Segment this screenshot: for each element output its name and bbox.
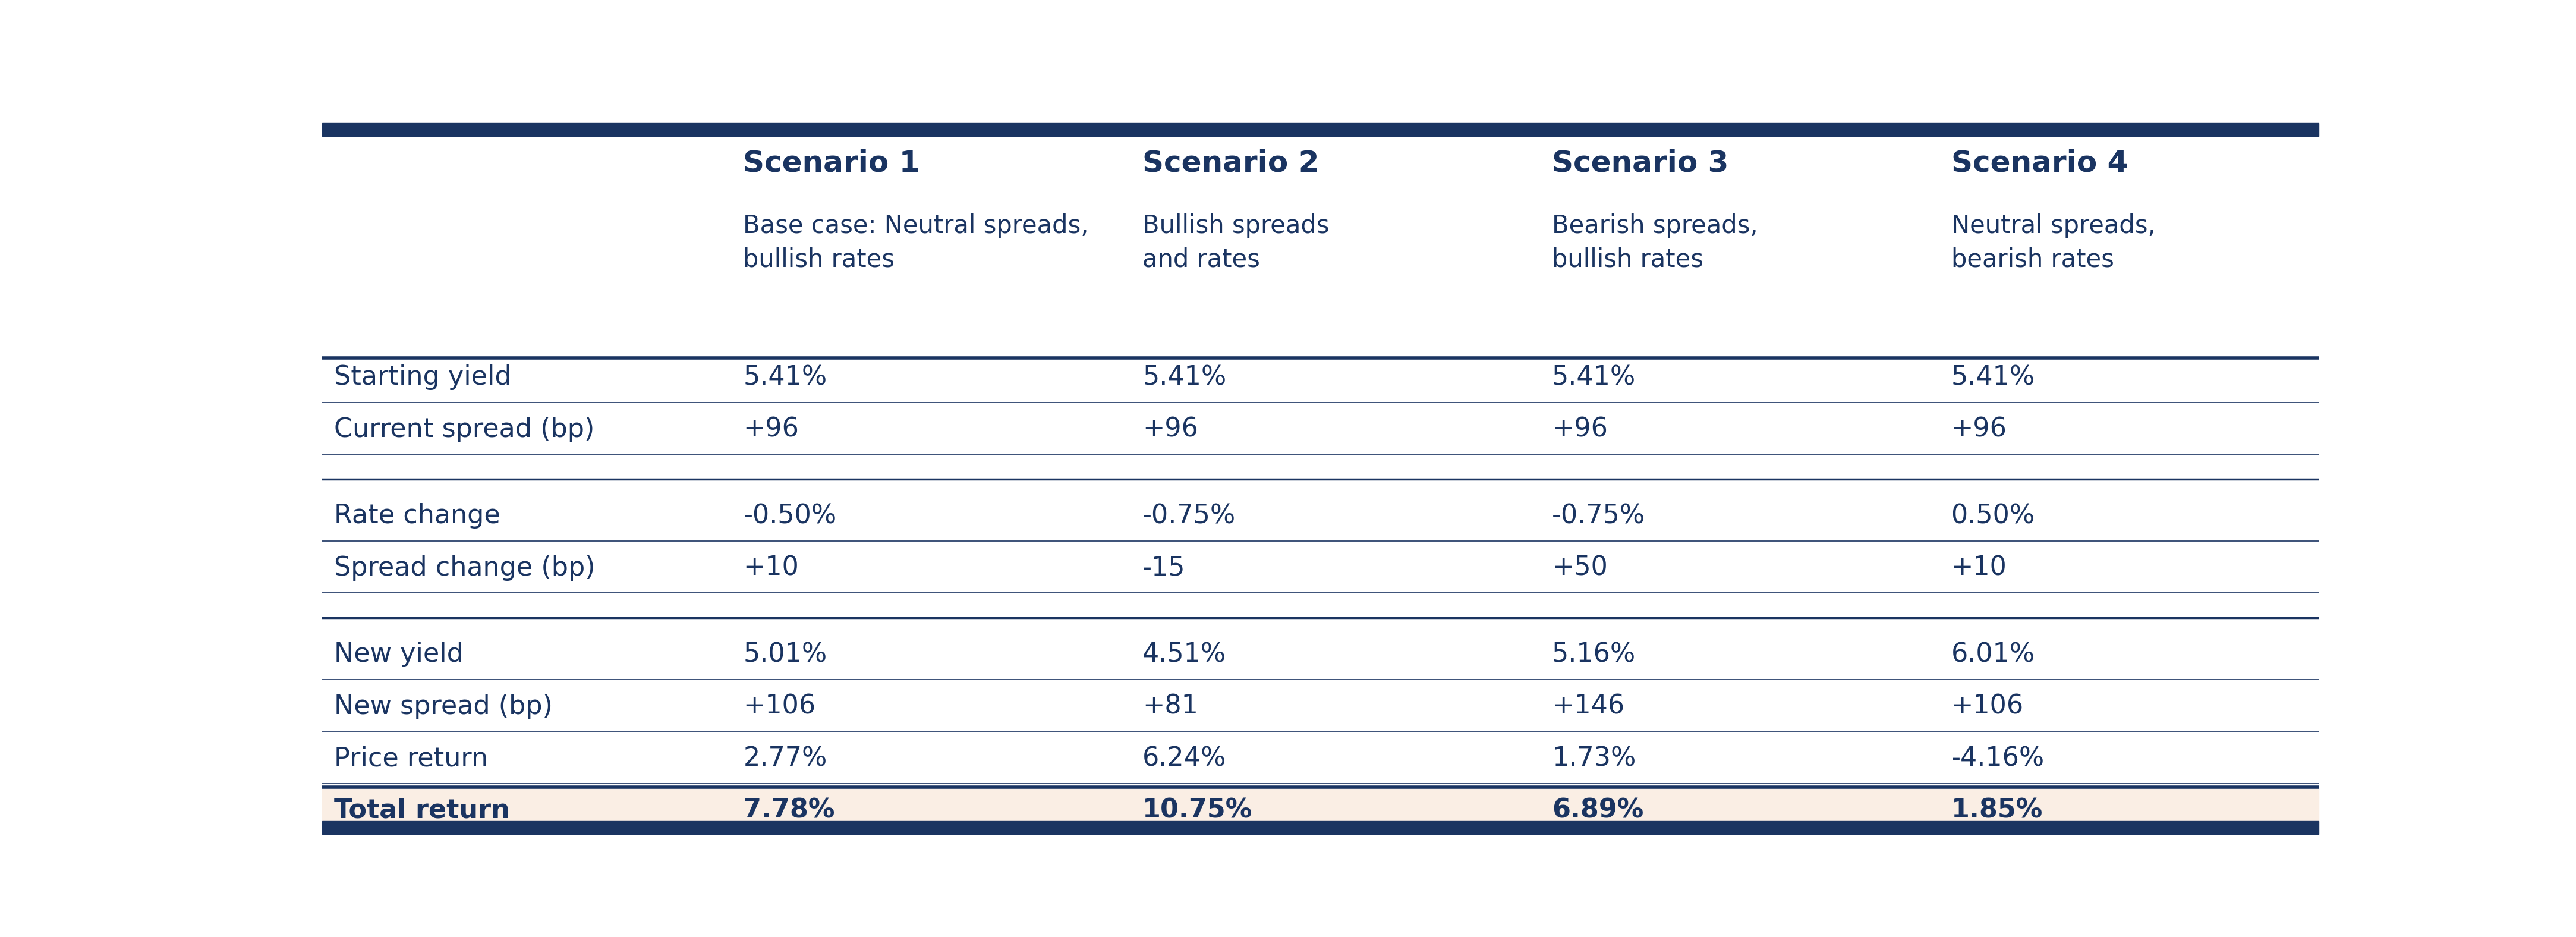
Bar	[322, 821, 2318, 834]
Text: -4.16%: -4.16%	[1950, 746, 2045, 771]
Text: 4.51%: 4.51%	[1144, 642, 1226, 667]
Text: 5.41%: 5.41%	[744, 364, 827, 391]
Text: +106: +106	[744, 693, 817, 720]
Text: 6.01%: 6.01%	[1950, 642, 2035, 667]
Text: +146: +146	[1551, 693, 1625, 720]
Text: Bullish spreads
and rates: Bullish spreads and rates	[1144, 214, 1329, 273]
Text: +96: +96	[744, 417, 799, 442]
Text: 5.01%: 5.01%	[744, 642, 827, 667]
Text: -0.75%: -0.75%	[1551, 503, 1646, 528]
Text: 1.85%: 1.85%	[1950, 797, 2043, 824]
Text: Scenario 4: Scenario 4	[1950, 149, 2128, 177]
Text: Current spread (bp): Current spread (bp)	[335, 417, 595, 442]
Text: 0.50%: 0.50%	[1950, 503, 2035, 528]
Text: +96: +96	[1950, 417, 2007, 442]
Text: +96: +96	[1551, 417, 1607, 442]
Text: 5.41%: 5.41%	[1551, 364, 1636, 391]
Text: 5.41%: 5.41%	[1950, 364, 2035, 391]
Text: -15: -15	[1144, 556, 1185, 581]
Text: +81: +81	[1144, 693, 1198, 720]
Text: New yield: New yield	[335, 642, 464, 667]
Text: Price return: Price return	[335, 746, 487, 771]
Text: +106: +106	[1950, 693, 2025, 720]
Text: 10.75%: 10.75%	[1144, 797, 1252, 824]
Text: +96: +96	[1144, 417, 1198, 442]
Bar	[322, 124, 2318, 136]
Text: +50: +50	[1551, 556, 1607, 581]
Text: 6.89%: 6.89%	[1551, 797, 1643, 824]
Text: 2.77%: 2.77%	[744, 746, 827, 771]
Text: +10: +10	[1950, 556, 2007, 581]
Text: Rate change: Rate change	[335, 503, 500, 528]
Text: -0.50%: -0.50%	[744, 503, 837, 528]
Text: +10: +10	[744, 556, 799, 581]
Text: Scenario 2: Scenario 2	[1144, 149, 1319, 177]
Text: Total return: Total return	[335, 797, 510, 824]
Text: Neutral spreads,
bearish rates: Neutral spreads, bearish rates	[1950, 214, 2156, 273]
Text: 1.73%: 1.73%	[1551, 746, 1636, 771]
Text: 5.41%: 5.41%	[1144, 364, 1226, 391]
Text: Spread change (bp): Spread change (bp)	[335, 556, 595, 581]
Text: Scenario 3: Scenario 3	[1551, 149, 1728, 177]
Text: 5.16%: 5.16%	[1551, 642, 1636, 667]
Text: 7.78%: 7.78%	[744, 797, 835, 824]
Text: 6.24%: 6.24%	[1144, 746, 1226, 771]
Bar	[322, 787, 2318, 823]
Text: Starting yield: Starting yield	[335, 364, 513, 391]
Text: Scenario 1: Scenario 1	[744, 149, 920, 177]
Text: -0.75%: -0.75%	[1144, 503, 1236, 528]
Text: New spread (bp): New spread (bp)	[335, 693, 554, 720]
Text: Base case: Neutral spreads,
bullish rates: Base case: Neutral spreads, bullish rate…	[744, 214, 1090, 273]
Text: Bearish spreads,
bullish rates: Bearish spreads, bullish rates	[1551, 214, 1757, 273]
